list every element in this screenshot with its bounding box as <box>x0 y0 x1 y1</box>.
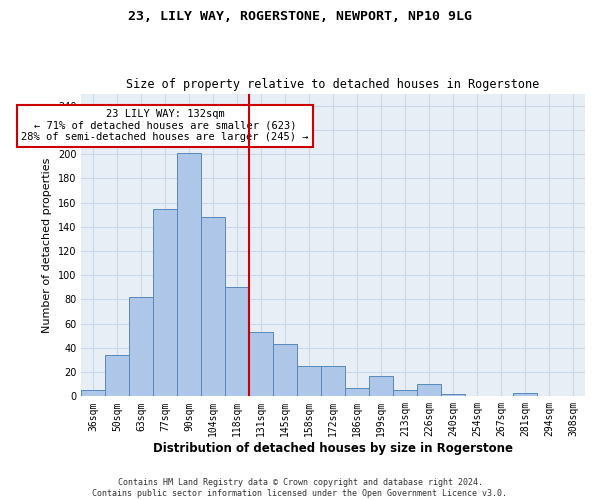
Bar <box>249 332 273 396</box>
Bar <box>225 288 249 397</box>
Bar <box>201 217 225 396</box>
Bar <box>153 208 177 396</box>
Text: 23, LILY WAY, ROGERSTONE, NEWPORT, NP10 9LG: 23, LILY WAY, ROGERSTONE, NEWPORT, NP10 … <box>128 10 472 23</box>
Bar <box>273 344 297 397</box>
Bar <box>105 355 129 397</box>
Y-axis label: Number of detached properties: Number of detached properties <box>42 158 52 332</box>
Bar <box>177 153 201 396</box>
Bar <box>345 388 369 396</box>
Bar <box>81 390 105 396</box>
Bar <box>441 394 465 396</box>
Bar <box>513 392 537 396</box>
Text: Contains HM Land Registry data © Crown copyright and database right 2024.
Contai: Contains HM Land Registry data © Crown c… <box>92 478 508 498</box>
Bar <box>321 366 345 396</box>
Text: 23 LILY WAY: 132sqm
← 71% of detached houses are smaller (623)
28% of semi-detac: 23 LILY WAY: 132sqm ← 71% of detached ho… <box>22 110 309 142</box>
Bar <box>129 297 153 396</box>
Bar <box>417 384 441 396</box>
Title: Size of property relative to detached houses in Rogerstone: Size of property relative to detached ho… <box>127 78 540 91</box>
Bar <box>393 390 417 396</box>
X-axis label: Distribution of detached houses by size in Rogerstone: Distribution of detached houses by size … <box>153 442 513 455</box>
Bar <box>369 376 393 396</box>
Bar <box>297 366 321 396</box>
